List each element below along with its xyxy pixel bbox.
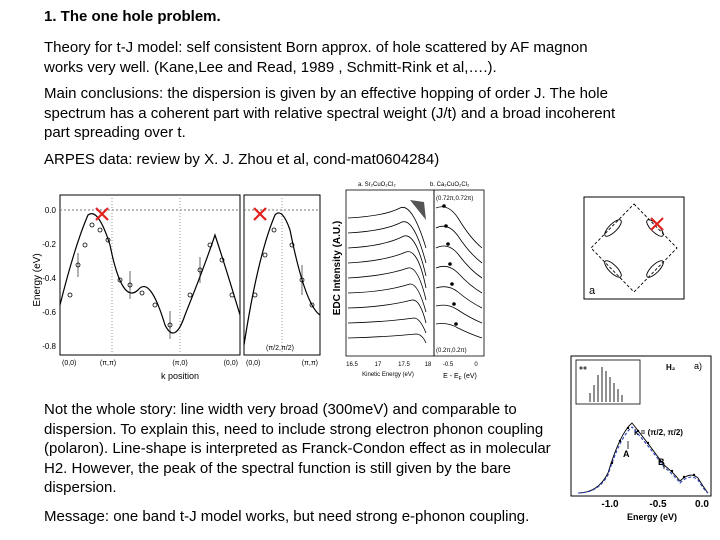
dispersion-red-marker-right [253, 207, 267, 221]
dispersion-ytick: -0.8 [42, 342, 56, 351]
spectral-label-a: a) [694, 361, 702, 371]
edc-xlabel-a: Kinetic Energy (eV) [362, 372, 414, 378]
edc-figure: EDC Intensity (A.U.) a. Sr₂CuO₂Cl₂ b. Ca… [330, 178, 488, 386]
edc-k-bottom: (0.2π,0.2π) [436, 348, 467, 354]
dispersion-ytick: 0.0 [45, 206, 57, 215]
dispersion-xtick: (0,0) [224, 360, 238, 367]
paragraph-conclusions: Main conclusions: the dispersion is give… [44, 85, 616, 141]
dispersion-ytick: -0.2 [42, 240, 56, 249]
dispersion-figure: Energy (eV) 0.0 -0.2 -0.4 -0.6 -0.8 (0,0… [30, 185, 330, 385]
spectral-function-figure: H₂ a) k = (π/2, π/2) A B -1.0 -0.5 0.0 E… [568, 353, 716, 525]
dispersion-ytick: -0.6 [42, 308, 56, 317]
edc-panel-b: b. Ca₂CuO₂Cl₂ [430, 182, 470, 188]
spectral-label-k: k = (π/2, π/2) [634, 428, 683, 437]
spectral-xtick: 0.0 [695, 499, 709, 510]
dispersion-xtick: (π/2,π/2) [266, 345, 294, 352]
brillouin-zone-figure: a [583, 196, 685, 300]
spectral-xlabel: Energy (eV) [627, 512, 677, 522]
dispersion-ytick: -0.4 [42, 274, 56, 283]
dispersion-red-marker-left [95, 207, 109, 221]
edc-xtick-a: 18 [425, 362, 432, 368]
edc-xtick-a: 16.5 [346, 362, 358, 368]
edc-xlabel-b: E - EF (eV) [443, 373, 477, 382]
bz-label: a [589, 285, 596, 297]
edc-xtick-b: -0.5 [443, 362, 454, 368]
spectral-xtick: -1.0 [601, 499, 619, 510]
edc-xtick-a: 17.5 [398, 362, 410, 368]
spectral-peak-b: B [658, 457, 665, 467]
slide-title: 1. The one hole problem. [44, 8, 221, 25]
edc-k-top: (0.72π,0.72π) [436, 196, 473, 202]
edc-xtick-a: 17 [375, 362, 382, 368]
spectral-xtick: -0.5 [649, 499, 667, 510]
dispersion-ylabel: Energy (eV) [32, 253, 43, 306]
paragraph-arpes: ARPES data: review by X. J. Zhou et al, … [44, 151, 440, 168]
bz-red-marker [650, 217, 664, 231]
dispersion-xtick: (0,0) [62, 360, 76, 367]
edc-xtick-b: 0 [474, 362, 478, 368]
edc-ylabel: EDC Intensity (A.U.) [332, 221, 343, 315]
paragraph-theory: Theory for t-J model: self consistent Bo… [44, 39, 588, 76]
dispersion-xtick: (π,π) [100, 360, 116, 367]
dispersion-xtick: (π,0) [172, 360, 187, 367]
spectral-peak-a: A [623, 449, 630, 459]
dispersion-xtick: (0,0) [246, 360, 260, 367]
dispersion-xlabel: k position [161, 371, 199, 381]
edc-panel-a: a. Sr₂CuO₂Cl₂ [358, 182, 396, 188]
spectral-label-h2: H₂ [666, 363, 676, 372]
paragraph-not-whole-story: Not the whole story: line width very bro… [44, 401, 551, 496]
paragraph-message: Message: one band t-J model works, but n… [44, 508, 530, 525]
dispersion-xtick: (π,π) [302, 360, 318, 367]
